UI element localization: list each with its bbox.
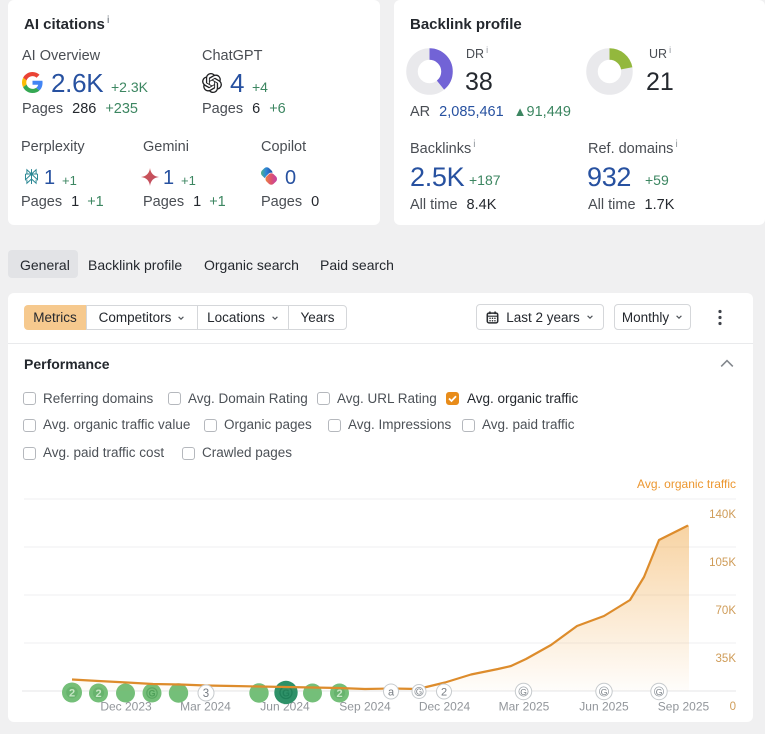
- svg-text:Dec 2023: Dec 2023: [100, 700, 152, 714]
- svg-text:Sep 2025: Sep 2025: [658, 700, 710, 714]
- svg-text:35K: 35K: [716, 653, 737, 665]
- svg-text:3: 3: [203, 688, 209, 700]
- svg-text:Avg. organic traffic: Avg. organic traffic: [637, 477, 736, 491]
- svg-text:Jun 2025: Jun 2025: [579, 700, 629, 714]
- svg-text:G: G: [656, 687, 663, 697]
- svg-text:a: a: [388, 686, 395, 698]
- svg-text:Sep 2024: Sep 2024: [339, 700, 391, 714]
- svg-text:105K: 105K: [709, 557, 736, 569]
- svg-text:Dec 2024: Dec 2024: [419, 700, 471, 714]
- svg-text:140K: 140K: [709, 509, 736, 521]
- svg-text:2: 2: [69, 688, 75, 700]
- svg-text:G: G: [601, 687, 608, 697]
- svg-text:0: 0: [730, 701, 736, 713]
- svg-text:G: G: [520, 687, 527, 697]
- svg-text:G: G: [282, 689, 290, 700]
- svg-text:G: G: [148, 689, 155, 699]
- svg-text:Mar 2024: Mar 2024: [180, 700, 231, 714]
- svg-text:Mar 2025: Mar 2025: [499, 700, 550, 714]
- svg-text:2: 2: [441, 686, 447, 698]
- svg-text:G: G: [416, 688, 422, 697]
- svg-text:70K: 70K: [716, 605, 737, 617]
- svg-text:2: 2: [336, 688, 342, 700]
- svg-text:2: 2: [95, 688, 101, 700]
- svg-text:Jun 2024: Jun 2024: [260, 700, 310, 714]
